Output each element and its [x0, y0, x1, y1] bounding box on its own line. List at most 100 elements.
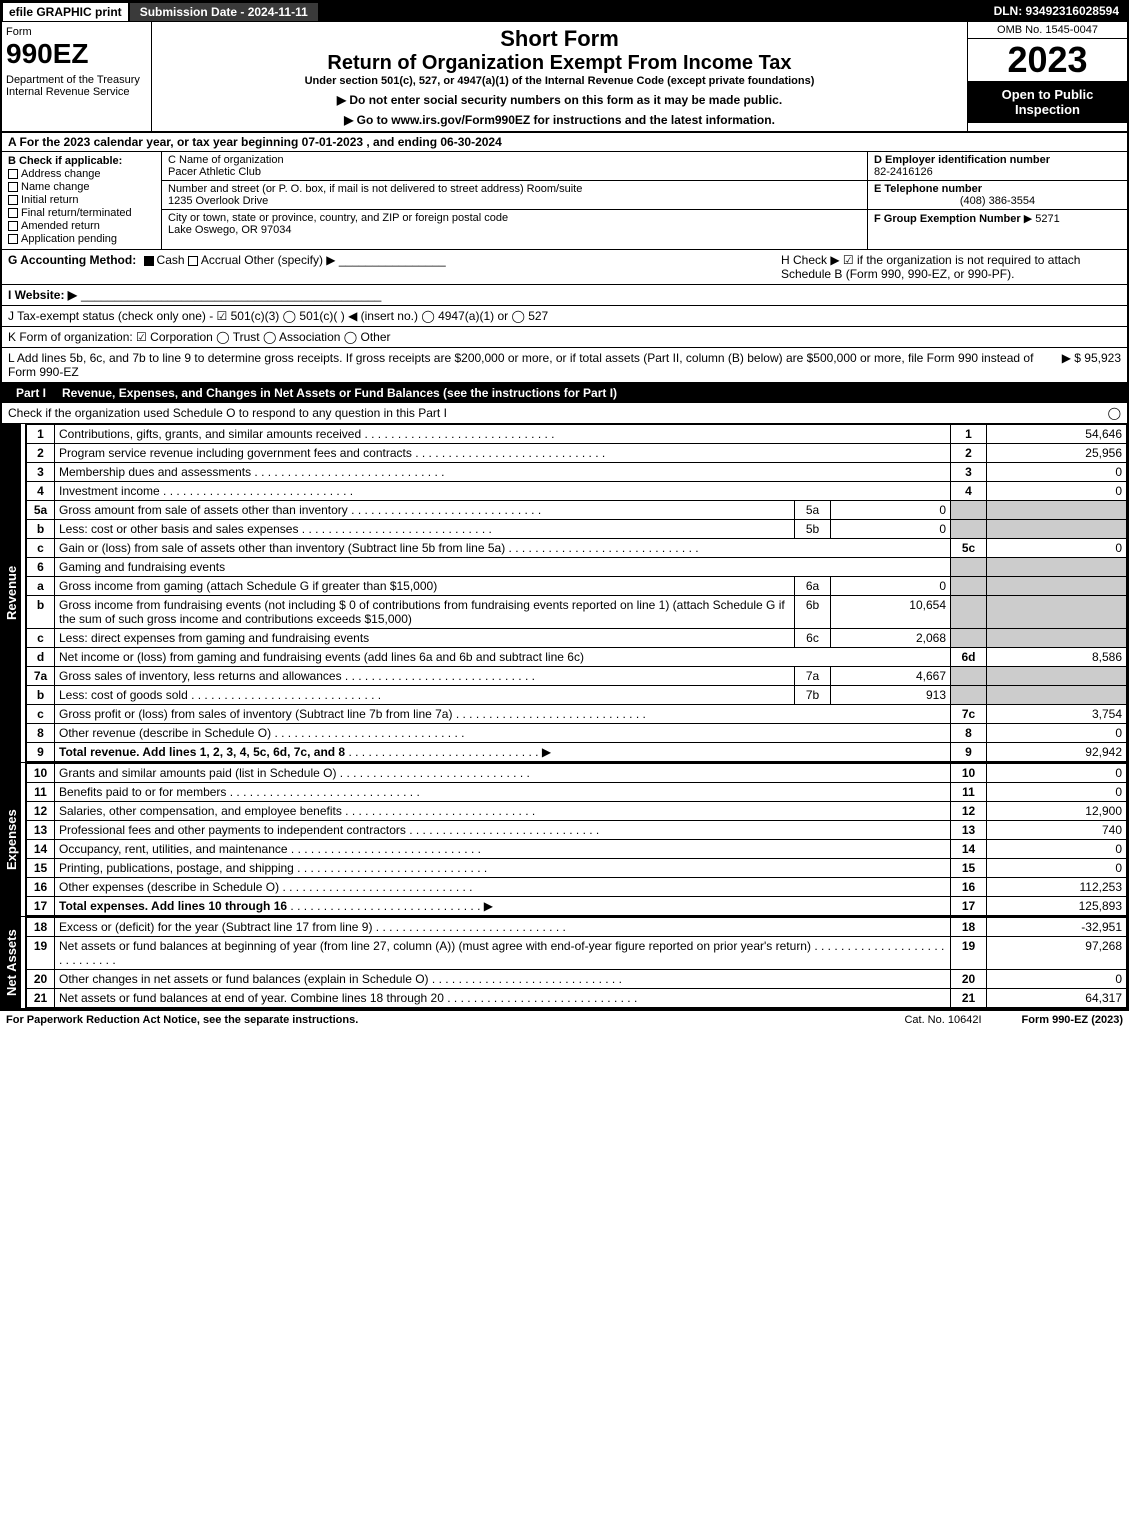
chk-name-change[interactable]: Name change [8, 181, 155, 193]
form-title: Return of Organization Exempt From Incom… [156, 52, 963, 75]
chk-other-method[interactable]: Other (specify) ▶ ________________ [244, 253, 445, 267]
efile-print-link[interactable]: efile GRAPHIC print [2, 2, 129, 22]
phone-value: (408) 386-3554 [874, 195, 1121, 207]
page-footer: For Paperwork Reduction Act Notice, see … [0, 1011, 1129, 1029]
line-J: J Tax-exempt status (check only one) - ☑… [2, 306, 1127, 327]
line-6d: dNet income or (loss) from gaming and fu… [27, 648, 1127, 667]
inspection-badge: Open to Public Inspection [968, 81, 1127, 123]
footer-right: Form 990-EZ (2023) [1022, 1014, 1123, 1026]
line-6c: cLess: direct expenses from gaming and f… [27, 629, 1127, 648]
chk-address-change[interactable]: Address change [8, 168, 155, 180]
phone-cell: E Telephone number (408) 386-3554 [868, 181, 1127, 210]
revenue-table: 1Contributions, gifts, grants, and simil… [26, 424, 1127, 762]
column-DEF: D Employer identification number 82-2416… [867, 152, 1127, 249]
note-link[interactable]: ▶ Go to www.irs.gov/Form990EZ for instru… [156, 113, 963, 127]
header-left: Form 990EZ Department of the Treasury In… [2, 22, 152, 131]
line-7a: 7aGross sales of inventory, less returns… [27, 667, 1127, 686]
line-18: 18Excess or (deficit) for the year (Subt… [27, 918, 1127, 937]
column-C: C Name of organization Pacer Athletic Cl… [162, 152, 867, 249]
tax-year: 2023 [968, 39, 1127, 81]
line-5b: bLess: cost or other basis and sales exp… [27, 520, 1127, 539]
chk-application-pending[interactable]: Application pending [8, 233, 155, 245]
chk-amended-return[interactable]: Amended return [8, 220, 155, 232]
part-I-header: Part I Revenue, Expenses, and Changes in… [2, 383, 1127, 403]
line-L: L Add lines 5b, 6c, and 7b to line 9 to … [2, 348, 1127, 383]
org-name-label: C Name of organization [168, 154, 861, 166]
street-value: 1235 Overlook Drive [168, 195, 861, 207]
line-8: 8Other revenue (describe in Schedule O)8… [27, 724, 1127, 743]
G-label: G Accounting Method: [8, 253, 136, 267]
line-5a: 5aGross amount from sale of assets other… [27, 501, 1127, 520]
form-subtitle: Under section 501(c), 527, or 4947(a)(1)… [156, 75, 963, 87]
dln: DLN: 93492316028594 [986, 2, 1127, 22]
line-13: 13Professional fees and other payments t… [27, 821, 1127, 840]
ein-cell: D Employer identification number 82-2416… [868, 152, 1127, 181]
line-15: 15Printing, publications, postage, and s… [27, 859, 1127, 878]
line-9: 9Total revenue. Add lines 1, 2, 3, 4, 5c… [27, 743, 1127, 762]
form-container: efile GRAPHIC print Submission Date - 20… [0, 0, 1129, 1011]
group-value: ▶ 5271 [1024, 213, 1060, 225]
header-right: OMB No. 1545-0047 2023 Open to Public In… [967, 22, 1127, 131]
line-12: 12Salaries, other compensation, and empl… [27, 802, 1127, 821]
line-11: 11Benefits paid to or for members110 [27, 783, 1127, 802]
line-20: 20Other changes in net assets or fund ba… [27, 970, 1127, 989]
form-label: Form [6, 26, 147, 38]
city-value: Lake Oswego, OR 97034 [168, 224, 861, 236]
L-text: L Add lines 5b, 6c, and 7b to line 9 to … [8, 351, 1062, 379]
line-19: 19Net assets or fund balances at beginni… [27, 937, 1127, 970]
revenue-tab: Revenue [2, 424, 21, 762]
line-16: 16Other expenses (describe in Schedule O… [27, 878, 1127, 897]
part-I-title: Revenue, Expenses, and Changes in Net As… [62, 386, 617, 400]
street-label: Number and street (or P. O. box, if mail… [168, 183, 861, 195]
line-14: 14Occupancy, rent, utilities, and mainte… [27, 840, 1127, 859]
line-7b: bLess: cost of goods sold7b913 [27, 686, 1127, 705]
line-K: K Form of organization: ☑ Corporation ◯ … [2, 327, 1127, 348]
ein-label: D Employer identification number [874, 154, 1050, 166]
column-B: B Check if applicable: Address change Na… [2, 152, 162, 249]
group-label: F Group Exemption Number [874, 213, 1021, 225]
line-2: 2Program service revenue including gover… [27, 444, 1127, 463]
expenses-tab: Expenses [2, 763, 21, 916]
line-G-H: G Accounting Method: Cash Accrual Other … [2, 250, 1127, 285]
part-I-label: Part I [8, 386, 54, 400]
line-17: 17Total expenses. Add lines 10 through 1… [27, 897, 1127, 916]
city-label: City or town, state or province, country… [168, 212, 861, 224]
netassets-section: Net Assets 18Excess or (deficit) for the… [2, 917, 1127, 1009]
group-exemption-cell: F Group Exemption Number ▶ 5271 [868, 210, 1127, 227]
form-header: Form 990EZ Department of the Treasury In… [2, 22, 1127, 133]
footer-left: For Paperwork Reduction Act Notice, see … [6, 1014, 358, 1026]
line-21: 21Net assets or fund balances at end of … [27, 989, 1127, 1008]
line-7c: cGross profit or (loss) from sales of in… [27, 705, 1127, 724]
phone-label: E Telephone number [874, 183, 982, 195]
chk-final-return[interactable]: Final return/terminated [8, 207, 155, 219]
revenue-section: Revenue 1Contributions, gifts, grants, a… [2, 424, 1127, 763]
footer-catalog: Cat. No. 10642I [904, 1014, 981, 1026]
line-6: 6Gaming and fundraising events [27, 558, 1127, 577]
short-form-title: Short Form [156, 26, 963, 52]
org-name-cell: C Name of organization Pacer Athletic Cl… [162, 152, 867, 181]
city-cell: City or town, state or province, country… [162, 210, 867, 238]
netassets-tab: Net Assets [2, 917, 21, 1008]
submission-date: Submission Date - 2024-11-11 [129, 2, 319, 22]
part-I-check: Check if the organization used Schedule … [2, 403, 1127, 424]
expenses-section: Expenses 10Grants and similar amounts pa… [2, 763, 1127, 917]
chk-cash[interactable]: Cash [144, 253, 185, 267]
ein-value: 82-2416126 [874, 166, 933, 178]
line-3: 3Membership dues and assessments30 [27, 463, 1127, 482]
line-5c: cGain or (loss) from sale of assets othe… [27, 539, 1127, 558]
chk-initial-return[interactable]: Initial return [8, 194, 155, 206]
line-1: 1Contributions, gifts, grants, and simil… [27, 425, 1127, 444]
top-bar: efile GRAPHIC print Submission Date - 20… [2, 2, 1127, 22]
line-6a: aGross income from gaming (attach Schedu… [27, 577, 1127, 596]
org-name: Pacer Athletic Club [168, 166, 861, 178]
department: Department of the Treasury Internal Reve… [6, 74, 147, 98]
omb-number: OMB No. 1545-0047 [968, 22, 1127, 39]
line-H: H Check ▶ ☑ if the organization is not r… [781, 253, 1121, 281]
L-value: ▶ $ 95,923 [1062, 351, 1121, 379]
line-10: 10Grants and similar amounts paid (list … [27, 764, 1127, 783]
B-label: B Check if applicable: [8, 155, 155, 167]
chk-accrual[interactable]: Accrual [188, 253, 241, 267]
note-ssn: ▶ Do not enter social security numbers o… [156, 93, 963, 107]
expenses-table: 10Grants and similar amounts paid (list … [26, 763, 1127, 916]
netassets-table: 18Excess or (deficit) for the year (Subt… [26, 917, 1127, 1008]
